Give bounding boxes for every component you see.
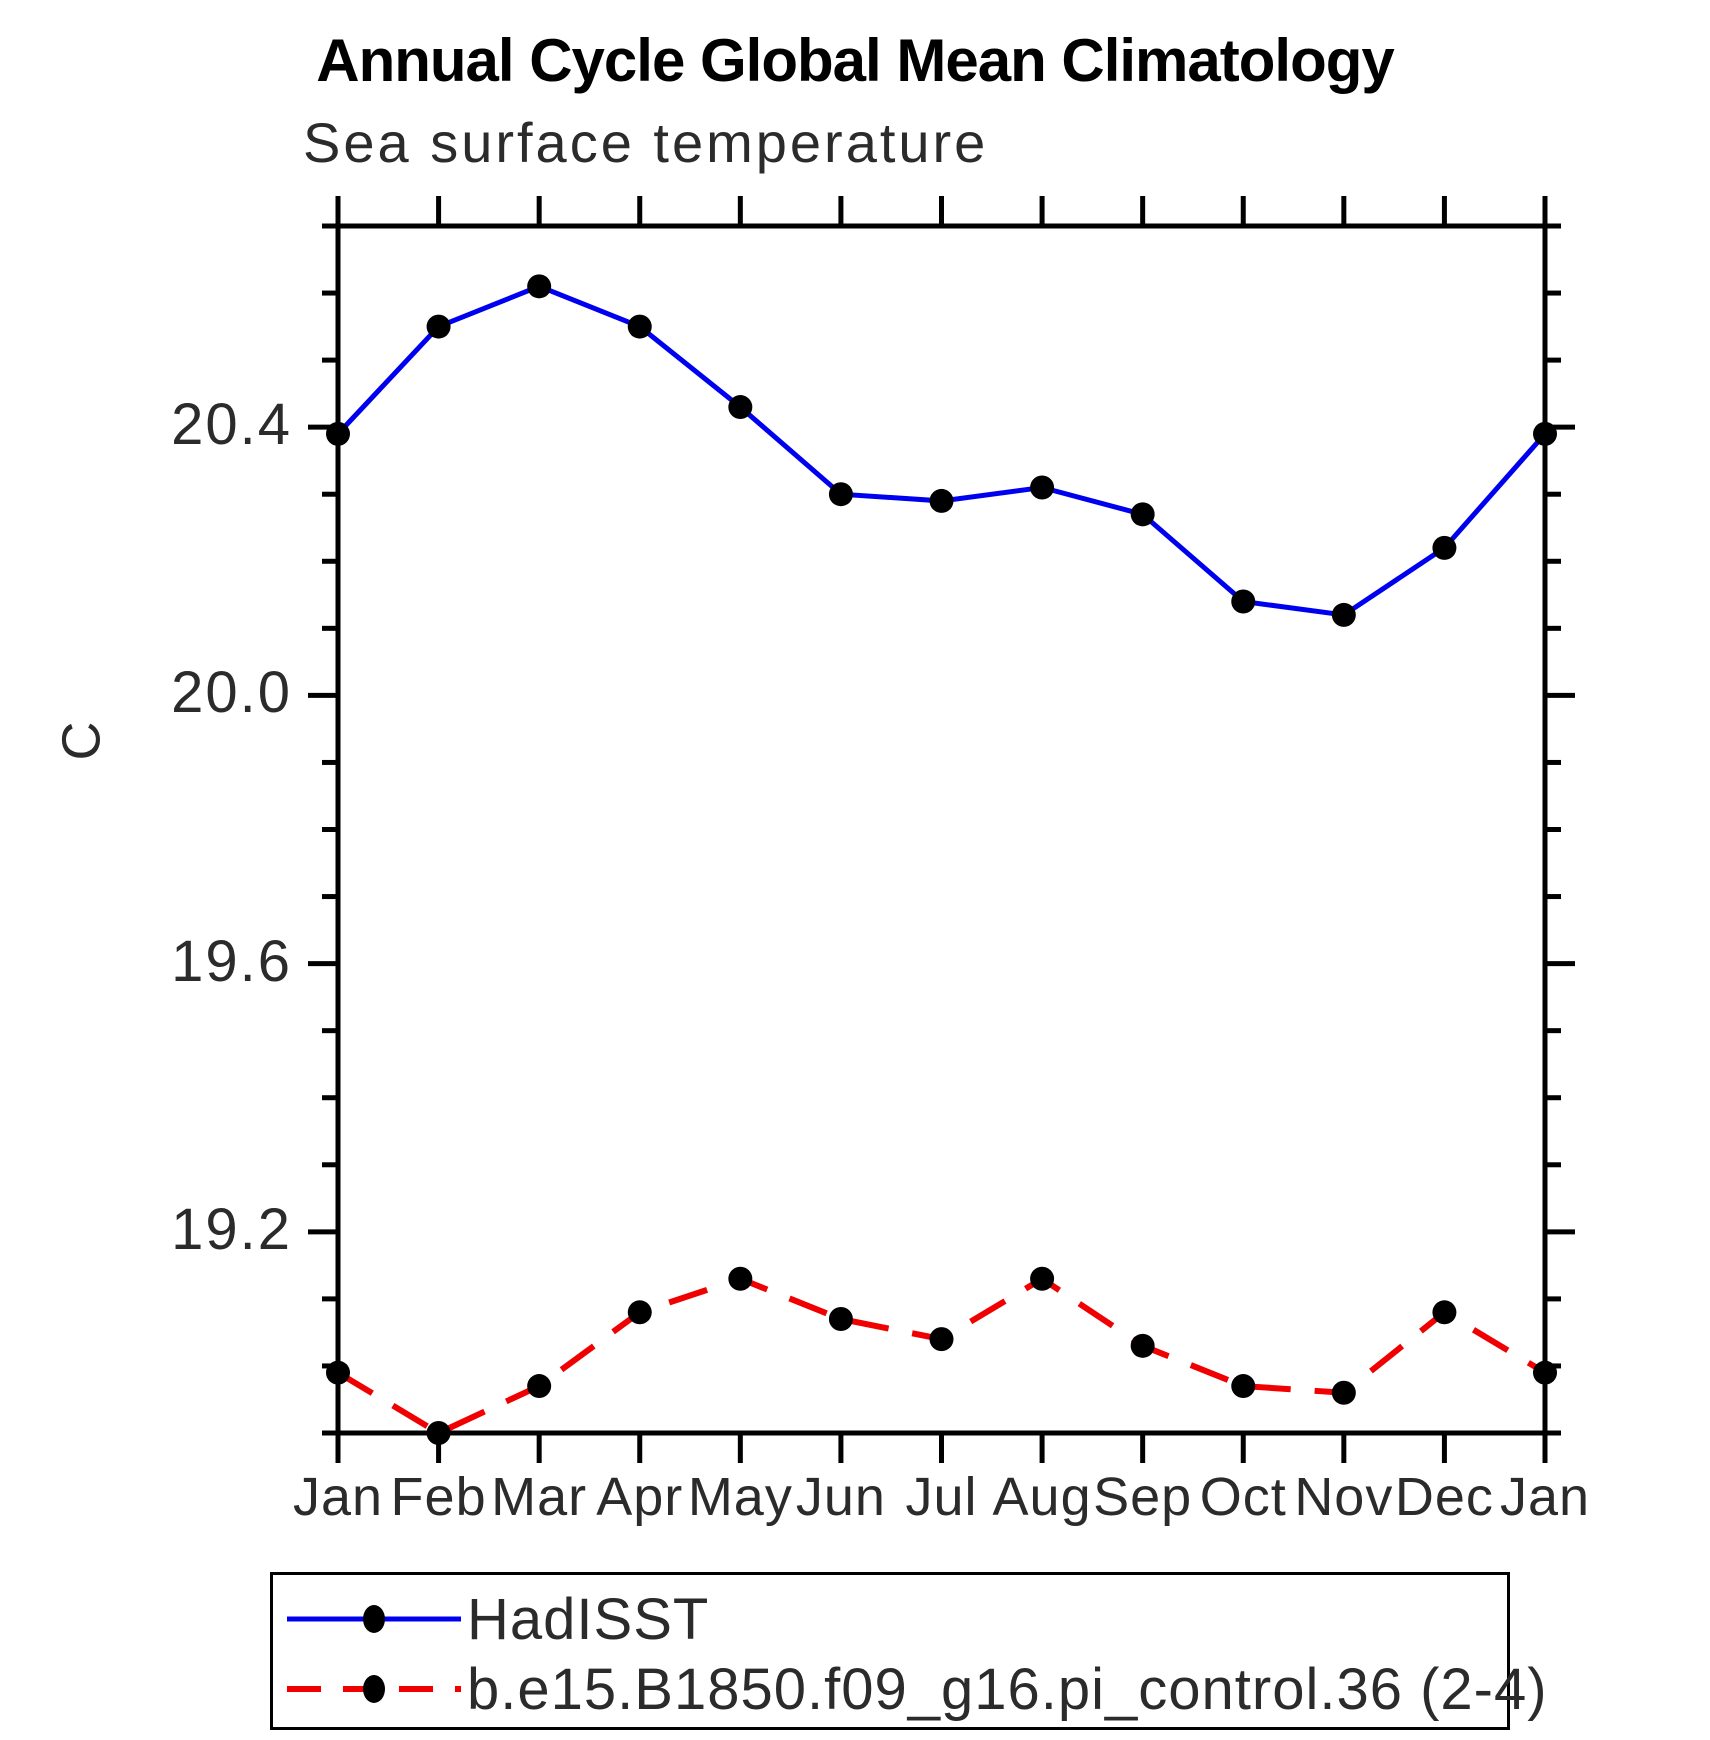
y-tick-label: 19.6 xyxy=(171,928,292,994)
y-tick-label: 19.2 xyxy=(171,1196,292,1262)
x-tick-label: Dec xyxy=(1394,1467,1494,1527)
y-axis-label: C xyxy=(51,721,112,761)
x-tick-label: Aug xyxy=(992,1467,1092,1527)
x-tick-label: Jul xyxy=(905,1467,978,1527)
legend-line-sample-dashed xyxy=(287,1675,461,1703)
legend-entry-model: b.e15.B1850.f09_g16.pi_control.36 (2-4) xyxy=(285,1657,1548,1722)
x-tick-label: Jan xyxy=(1499,1467,1591,1527)
x-tick-label: Jan xyxy=(292,1467,384,1527)
x-tick-label: Jun xyxy=(795,1467,886,1527)
legend-line-sample-solid xyxy=(287,1605,461,1633)
x-tick-label: Nov xyxy=(1294,1467,1394,1527)
x-tick-label: Sep xyxy=(1093,1467,1193,1527)
legend-label-hadisst: HadISST xyxy=(467,1586,710,1652)
chart-subtitle: Sea surface temperature xyxy=(303,111,989,174)
legend-entry-hadisst: HadISST xyxy=(285,1587,709,1652)
legend-label-model: b.e15.B1850.f09_g16.pi_control.36 (2-4) xyxy=(467,1656,1548,1722)
x-tick-label: May xyxy=(687,1467,793,1527)
x-tick-label: Apr xyxy=(596,1467,684,1527)
x-tick-label: Feb xyxy=(390,1467,487,1527)
y-tick-label: 20.4 xyxy=(171,391,292,457)
chart-title: Annual Cycle Global Mean Climatology xyxy=(316,27,1395,94)
x-tick-label: Oct xyxy=(1199,1467,1287,1527)
x-tick-label: Mar xyxy=(491,1467,588,1527)
y-tick-label: 20.0 xyxy=(171,660,292,726)
legend-box: HadISST b.e15.B1850.f09_g16.pi_control.3… xyxy=(270,1572,1547,1730)
